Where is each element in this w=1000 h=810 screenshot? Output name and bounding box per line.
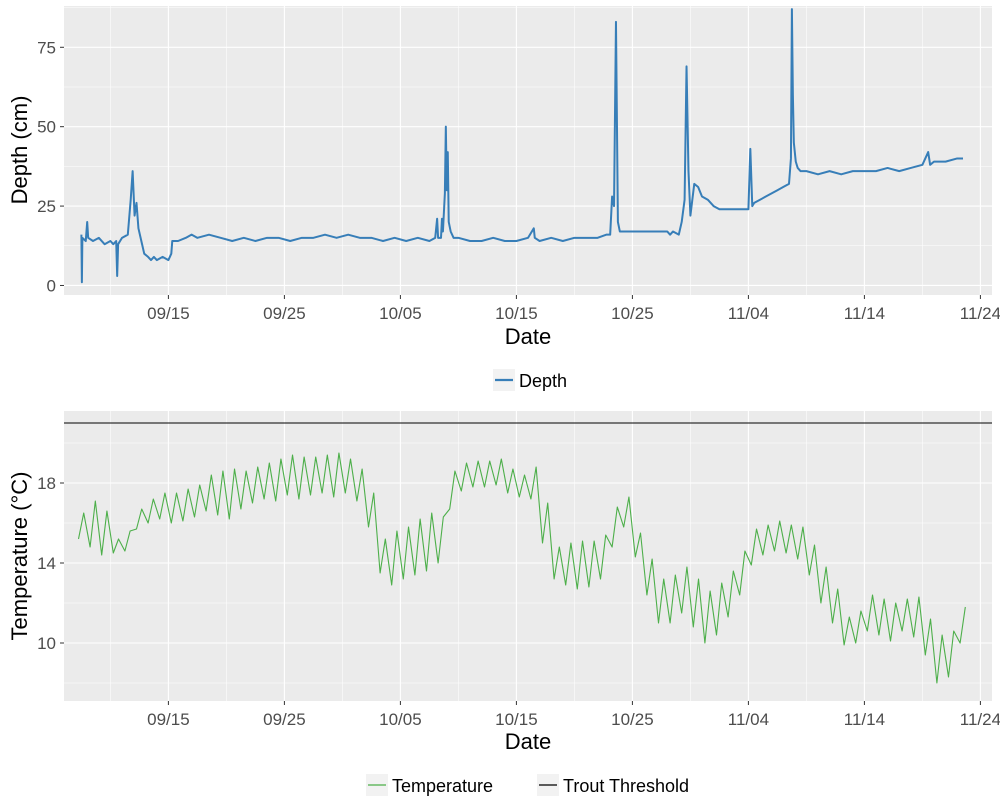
temperature-y-tick-label: 18: [37, 474, 56, 493]
temperature-x-tick-label: 11/24: [960, 710, 1000, 729]
temperature-plot-background: [64, 411, 992, 701]
depth-x-tick-label: 11/24: [960, 304, 1000, 323]
temperature-x-tick-label: 11/14: [844, 710, 885, 729]
depth-x-tick-label: 09/25: [263, 304, 306, 323]
temperature-legend: Temperature Trout Threshold: [366, 774, 689, 796]
temperature-x-tick-label: 10/15: [495, 710, 538, 729]
temperature-series-group: [64, 422, 992, 684]
depth-x-axis-title: Date: [505, 324, 551, 349]
depth-x-tick-label: 10/15: [495, 304, 538, 323]
temperature-x-axis-title: Date: [505, 729, 551, 754]
depth-series-line: [80, 8, 963, 284]
depth-x-tick-label: 10/05: [379, 304, 422, 323]
temperature-x-axis: 09/15 09/25 10/05 10/15 10/25 11/04 11/14 11/24: [147, 701, 1000, 729]
depth-y-axis: 0 25 50 75: [37, 38, 64, 295]
depth-y-axis-title: Depth (cm): [7, 96, 32, 205]
temperature-y-axis-title: Temperature (°C): [7, 472, 32, 641]
temperature-x-tick-label: 10/05: [379, 710, 422, 729]
depth-x-axis: 09/15 09/25 10/05 10/15 10/25 11/04 11/14 11/24: [147, 295, 1000, 323]
depth-legend-label: Depth: [519, 371, 567, 391]
depth-y-tick-label: 25: [37, 197, 56, 216]
depth-x-tick-label: 11/14: [844, 304, 885, 323]
depth-plot-background: [64, 6, 992, 295]
depth-panel: 09/15 09/25 10/05 10/15 10/25 11/04 11/14 11/24…: [7, 6, 1000, 391]
depth-y-tick-label: 0: [47, 276, 56, 295]
temperature-x-tick-label: 10/25: [611, 710, 654, 729]
depth-x-tick-label: 10/25: [611, 304, 654, 323]
depth-gridlines: [64, 6, 992, 295]
depth-legend: Depth: [493, 369, 567, 391]
temperature-series-line: [77, 452, 966, 684]
temperature-legend-label: Temperature: [392, 776, 493, 796]
temperature-x-tick-label: 09/15: [147, 710, 190, 729]
temperature-y-tick-label: 14: [37, 554, 56, 573]
depth-series-group: [80, 8, 963, 284]
temperature-y-tick-label: 10: [37, 634, 56, 653]
temperature-x-tick-label: 09/25: [263, 710, 306, 729]
temperature-x-tick-label: 11/04: [728, 710, 769, 729]
temperature-panel: 09/15 09/25 10/05 10/15 10/25 11/04 11/14 11/24…: [7, 411, 1000, 796]
depth-x-tick-label: 09/15: [147, 304, 190, 323]
threshold-legend-label: Trout Threshold: [563, 776, 689, 796]
depth-y-tick-label: 50: [37, 118, 56, 137]
temperature-y-axis: 10 14 18: [37, 474, 64, 653]
depth-y-tick-label: 75: [37, 38, 56, 57]
depth-x-tick-label: 11/04: [728, 304, 769, 323]
